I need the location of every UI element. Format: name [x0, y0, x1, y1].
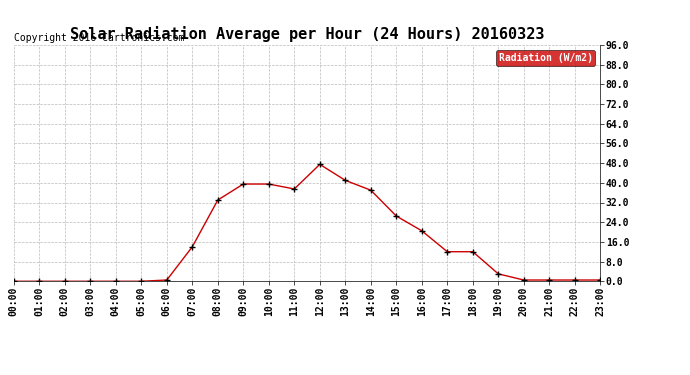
- Legend: Radiation (W/m2): Radiation (W/m2): [495, 50, 595, 66]
- Text: Copyright 2016 Cartronics.com: Copyright 2016 Cartronics.com: [14, 33, 184, 43]
- Title: Solar Radiation Average per Hour (24 Hours) 20160323: Solar Radiation Average per Hour (24 Hou…: [70, 27, 544, 42]
